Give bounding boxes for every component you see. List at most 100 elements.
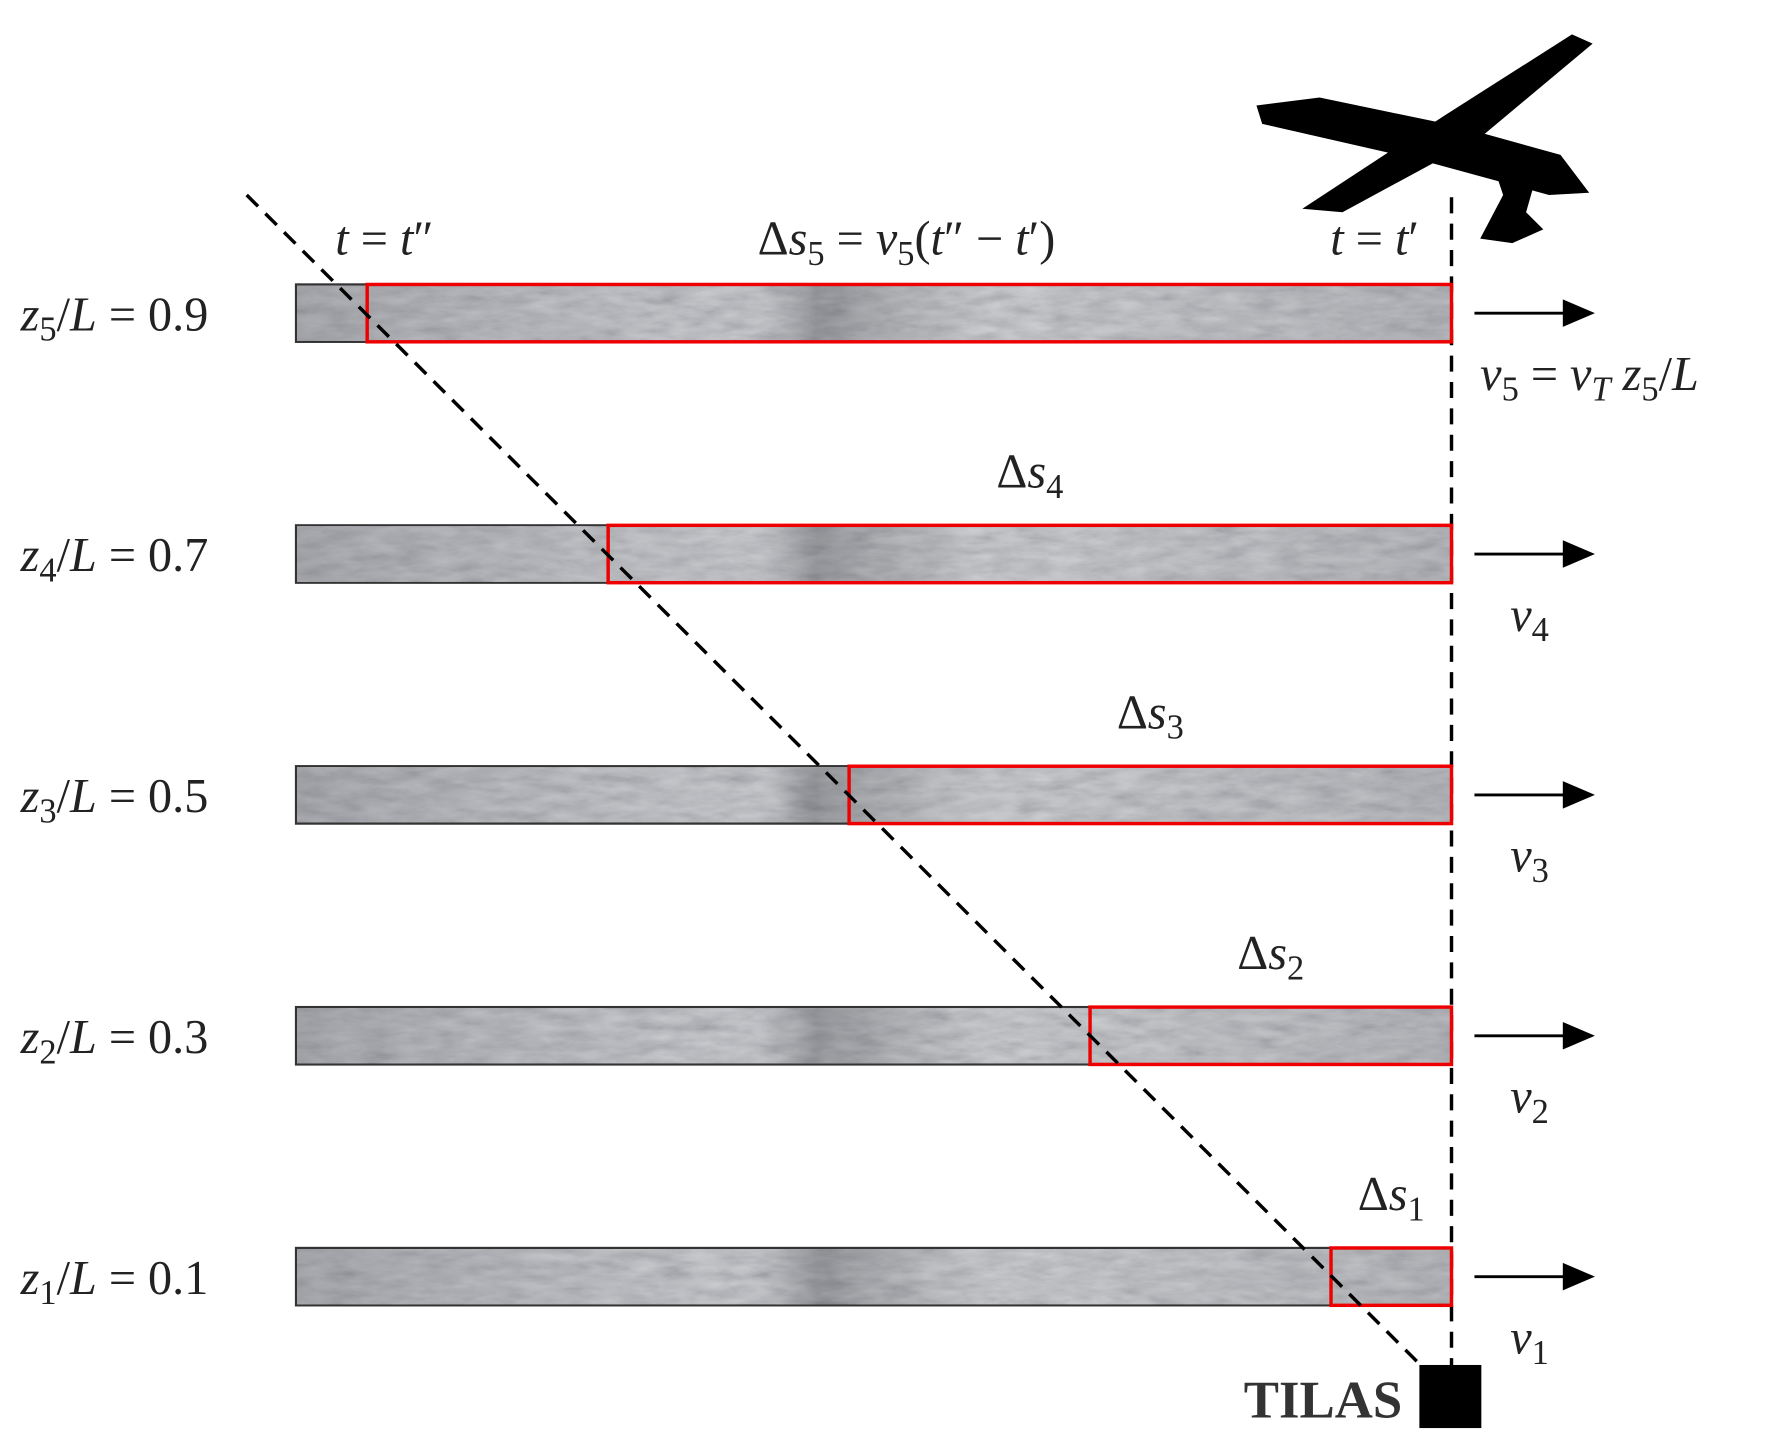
- label-part: t: [400, 213, 415, 266]
- label-part: = 0.7: [97, 529, 208, 582]
- label-part: 4: [39, 552, 56, 590]
- label-part: Δ: [758, 213, 789, 266]
- velocity-label: v4: [1510, 589, 1549, 649]
- label-part: Δ: [996, 445, 1027, 498]
- velocity-label: v1: [1510, 1312, 1549, 1372]
- arrow-head: [1562, 540, 1595, 568]
- label-part: ′): [1029, 213, 1056, 266]
- layer-label: z3/L = 0.5: [20, 770, 209, 830]
- label-part: ″: [413, 213, 433, 266]
- label-part: s: [1389, 1168, 1408, 1221]
- shift-formula: Δs5 = v5(t″ − t′): [758, 213, 1056, 273]
- label-part: L: [69, 1011, 97, 1064]
- label-part: t: [1015, 213, 1030, 266]
- label-part: 2: [1287, 950, 1304, 988]
- label-part: 4: [1046, 468, 1063, 506]
- label-part: s: [1268, 927, 1287, 980]
- label-part: L: [1671, 348, 1699, 401]
- label-part: L: [69, 1252, 97, 1305]
- label-part: 3: [1532, 852, 1549, 890]
- velocity-formula: v5 = vT z5/L: [1480, 348, 1699, 408]
- label-part: =: [1519, 348, 1570, 401]
- label-part: = 0.9: [97, 288, 208, 341]
- label-part: z: [1622, 348, 1642, 401]
- label-part: L: [69, 770, 97, 823]
- label-part: = 0.3: [97, 1011, 208, 1064]
- label-part: 5: [897, 235, 914, 273]
- label-part: =: [349, 213, 400, 266]
- label-part: 3: [1167, 709, 1184, 747]
- label-part: 5: [1641, 370, 1658, 408]
- label-part: 4: [1532, 611, 1549, 649]
- label-part: t: [1330, 213, 1345, 266]
- label-part: t: [335, 213, 350, 266]
- label-part: v: [1510, 830, 1532, 883]
- arrow-head: [1562, 299, 1595, 327]
- aircraft: [1256, 34, 1593, 244]
- label-part: v: [1570, 348, 1592, 401]
- label-part: /: [57, 1252, 71, 1305]
- label-part: v: [1480, 348, 1502, 401]
- label-part: /: [1659, 348, 1673, 401]
- label-part: z: [20, 288, 40, 341]
- label-part: v: [876, 213, 898, 266]
- layer-shade: [297, 1249, 1451, 1305]
- velocity-label: v3: [1510, 830, 1549, 890]
- label-part: /: [57, 1011, 71, 1064]
- label-part: 1: [1532, 1334, 1549, 1372]
- label-part: T: [1591, 370, 1613, 408]
- label-part: L: [69, 529, 97, 582]
- label-part: z: [20, 1011, 40, 1064]
- shift-label: Δs4: [996, 445, 1063, 505]
- label-part: (: [914, 213, 930, 266]
- label-part: [1611, 348, 1623, 401]
- shift-label: Δs1: [1358, 1168, 1425, 1228]
- layer-label: z4/L = 0.7: [20, 529, 209, 589]
- label-part: Δ: [1237, 927, 1268, 980]
- label-part: 3: [39, 792, 56, 830]
- label-part: 5: [807, 235, 824, 273]
- label-part: Δ: [1358, 1168, 1389, 1221]
- shift-label: Δs2: [1237, 927, 1304, 987]
- label-part: 2: [39, 1033, 56, 1071]
- arrow-head: [1562, 1262, 1595, 1291]
- layer-shade: [297, 1008, 1451, 1064]
- diagonal-dashed-line: [245, 193, 1425, 1369]
- label-part: Δ: [1117, 686, 1148, 739]
- station-marker: [1419, 1364, 1482, 1429]
- layer-label: z1/L = 0.1: [20, 1252, 209, 1312]
- label-part: =: [1344, 213, 1395, 266]
- label-part: s: [1027, 445, 1046, 498]
- label-part: /: [57, 288, 71, 341]
- label-part: ″ −: [944, 213, 1015, 266]
- layer-shade: [297, 767, 1451, 823]
- arrow-head: [1562, 781, 1595, 809]
- label-part: L: [69, 288, 97, 341]
- label-part: 2: [1532, 1093, 1549, 1131]
- label-part: t: [931, 213, 946, 266]
- layer-label: z5/L = 0.9: [20, 288, 209, 348]
- label-part: /: [57, 529, 71, 582]
- label-part: z: [20, 770, 40, 823]
- label-part: ′: [1408, 213, 1419, 266]
- label-part: v: [1510, 589, 1532, 642]
- label-part: s: [1148, 686, 1167, 739]
- label-part: =: [825, 213, 876, 266]
- label-part: z: [20, 1252, 40, 1305]
- layer-label: z2/L = 0.3: [20, 1011, 209, 1071]
- arrow-head: [1562, 1022, 1595, 1050]
- label-part: 1: [1408, 1190, 1425, 1228]
- station-label: TILAS: [1244, 1372, 1402, 1430]
- time-end-label: t = t″: [335, 213, 433, 266]
- shift-label: Δs3: [1117, 686, 1184, 746]
- label-part: 5: [39, 311, 56, 349]
- label-part: /: [57, 770, 71, 823]
- label-part: t: [1395, 213, 1410, 266]
- label-part: 1: [39, 1274, 56, 1312]
- layer-shade: [297, 526, 1451, 582]
- label-part: = 0.1: [97, 1252, 208, 1305]
- label-part: v: [1510, 1312, 1532, 1365]
- time-start-label: t = t′: [1330, 213, 1419, 266]
- label-part: s: [789, 213, 808, 266]
